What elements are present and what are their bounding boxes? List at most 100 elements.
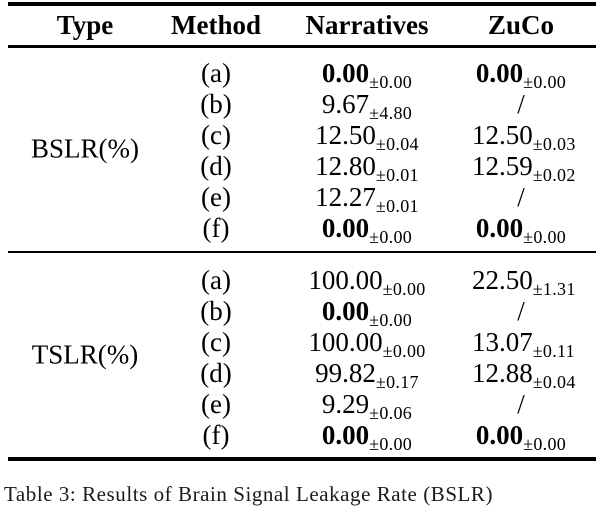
std-value: ±0.00 — [369, 433, 413, 454]
type-spacer — [0, 213, 170, 244]
method-cell: (a) — [201, 57, 231, 88]
mean-value: / — [517, 88, 525, 119]
std-value: ±0.04 — [375, 133, 419, 154]
zuco-cell: 12.88±0.04 — [472, 357, 575, 391]
std-value: ±0.06 — [369, 402, 413, 423]
mean-value: 99.82 — [315, 357, 376, 388]
std-value: ±0.11 — [532, 340, 575, 361]
std-value: ±0.03 — [532, 133, 576, 154]
mean-value: 9.29 — [321, 388, 370, 419]
mean-value: 0.00 — [475, 419, 524, 450]
col-header-narratives: Narratives — [305, 10, 429, 40]
zuco-cell: / — [472, 296, 570, 327]
std-value: ±0.00 — [369, 71, 413, 92]
std-value: ±4.80 — [369, 102, 413, 123]
mean-value: 0.00 — [475, 212, 524, 243]
mean-value: 9.67 — [321, 88, 370, 119]
std-value: ±0.01 — [375, 195, 419, 216]
std-value: ±1.31 — [532, 278, 576, 299]
table-row: (d) 12.80±0.01 12.59±0.02 — [0, 150, 604, 185]
mean-value: 0.00 — [321, 419, 370, 450]
narratives-cell: 100.00±0.00 — [262, 326, 472, 360]
table-row: (f) 0.00±0.00 0.00±0.00 — [0, 212, 604, 247]
method-cell: (e) — [201, 388, 231, 419]
type-spacer — [0, 182, 170, 213]
mean-value: / — [517, 295, 525, 326]
mean-value: 100.00 — [308, 264, 383, 295]
section-divider-rule — [8, 250, 596, 253]
col-header-method: Method — [171, 10, 261, 40]
table-row: (a) 100.00±0.00 22.50±1.31 — [0, 264, 604, 299]
std-value: ±0.00 — [369, 309, 413, 330]
method-cell: (c) — [201, 119, 231, 150]
narratives-cell: 9.29±0.06 — [262, 388, 472, 423]
mean-value: 12.88 — [472, 357, 533, 388]
mean-value: 100.00 — [308, 326, 383, 357]
mean-value: 12.80 — [315, 150, 376, 181]
std-value: ±0.00 — [523, 226, 567, 247]
table-row: (e) 9.29±0.06 / — [0, 388, 604, 423]
method-cell: (f) — [202, 419, 230, 450]
std-value: ±0.00 — [369, 226, 413, 247]
mean-value: / — [517, 388, 525, 419]
method-cell: (c) — [201, 326, 231, 357]
zuco-cell: / — [472, 389, 570, 420]
type-spacer — [0, 265, 170, 296]
table-row: (a) 0.00±0.00 0.00±0.00 — [0, 57, 604, 92]
row-group-label-bslr: BSLR(%) — [31, 133, 139, 164]
narratives-cell: 0.00±0.00 — [262, 419, 472, 454]
narratives-cell: 0.00±0.00 — [262, 212, 472, 247]
method-cell: (b) — [200, 295, 232, 326]
bottom-rule — [8, 456, 596, 461]
zuco-cell: 22.50±1.31 — [472, 265, 575, 298]
std-value: ±0.17 — [375, 371, 419, 392]
table-caption: Table 3: Results of Brain Signal Leakage… — [4, 481, 494, 506]
table-row: (b) 9.67±4.80 / — [0, 88, 604, 123]
mean-value: 0.00 — [475, 57, 524, 88]
method-cell: (e) — [201, 181, 231, 212]
zuco-cell: 0.00±0.00 — [472, 419, 570, 454]
col-header-zuco: ZuCo — [487, 10, 555, 40]
type-spacer — [0, 389, 170, 420]
tslr-section: TSLR(%) (a) 100.00±0.00 22.50±1.31 (b) 0… — [0, 253, 604, 457]
mean-value: 12.27 — [315, 181, 376, 212]
zuco-cell: 0.00±0.00 — [472, 57, 570, 92]
mean-value: 0.00 — [321, 295, 370, 326]
narratives-cell: 9.67±4.80 — [262, 88, 472, 123]
mean-value: / — [517, 181, 525, 212]
std-value: ±0.00 — [523, 433, 567, 454]
mean-value: 0.00 — [321, 212, 370, 243]
method-cell: (d) — [200, 357, 232, 388]
zuco-cell: 0.00±0.00 — [472, 212, 570, 247]
zuco-cell: 12.50±0.03 — [472, 120, 575, 153]
type-spacer — [0, 58, 170, 89]
narratives-cell: 99.82±0.17 — [262, 357, 472, 392]
type-spacer — [0, 296, 170, 327]
bslr-section: BSLR(%) (a) 0.00±0.00 0.00±0.00 (b) 9.67… — [0, 48, 604, 251]
narratives-cell: 12.80±0.01 — [262, 150, 472, 185]
table-header-row: Type Method Narratives ZuCo — [0, 6, 604, 45]
narratives-cell: 12.50±0.04 — [262, 119, 472, 154]
col-header-type: Type — [56, 10, 114, 40]
method-cell: (b) — [200, 88, 232, 119]
narratives-cell: 12.27±0.01 — [262, 181, 472, 216]
narratives-cell: 100.00±0.00 — [262, 264, 472, 299]
mean-value: 12.50 — [315, 119, 376, 150]
row-group-label-tslr: TSLR(%) — [31, 339, 139, 369]
std-value: ±0.04 — [532, 371, 576, 392]
std-value: ±0.01 — [375, 164, 419, 185]
narratives-cell: 0.00±0.00 — [262, 295, 472, 330]
std-value: ±0.00 — [382, 278, 426, 299]
table-row: (b) 0.00±0.00 / — [0, 295, 604, 330]
table-row: (d) 99.82±0.17 12.88±0.04 — [0, 357, 604, 392]
zuco-cell: 13.07±0.11 — [472, 327, 575, 360]
header-rule — [8, 45, 596, 48]
zuco-cell: 12.59±0.02 — [472, 151, 575, 184]
type-spacer — [0, 89, 170, 120]
table-row: (c) 100.00±0.00 13.07±0.11 — [0, 326, 604, 360]
method-cell: (f) — [202, 212, 230, 243]
std-value: ±0.00 — [523, 71, 567, 92]
std-value: ±0.02 — [532, 164, 576, 185]
zuco-cell: / — [472, 182, 570, 213]
